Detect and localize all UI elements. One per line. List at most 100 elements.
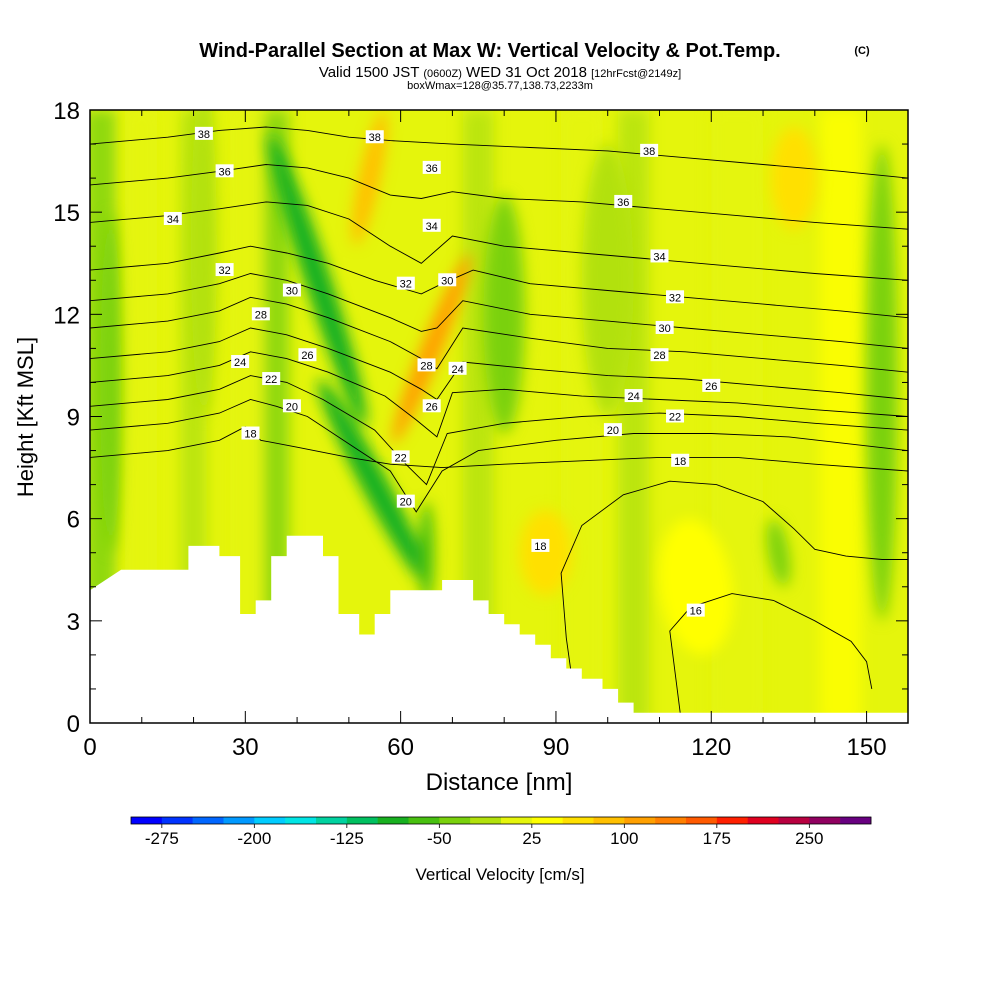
contour-label: 26: [426, 401, 438, 413]
contour-label-box: [298, 348, 317, 362]
theta-contour-34: [90, 201, 908, 281]
y-tick-label: 9: [67, 405, 80, 432]
colorbar-swatch: [840, 817, 872, 824]
colorbar-swatch: [316, 817, 348, 824]
contour-label-box: [391, 450, 410, 464]
contour-label: 38: [198, 129, 210, 141]
contour-label-box: [422, 218, 441, 232]
colorbar-tick-label: 250: [795, 829, 823, 848]
contour-label-box: [666, 409, 685, 423]
colorbar-tick-label: -50: [427, 829, 452, 848]
contour-label-box: [396, 494, 415, 508]
contour-label: 38: [369, 132, 381, 144]
velocity-feature-8: [100, 212, 122, 553]
velocity-feature-1: [317, 379, 432, 591]
contour-label-box: [262, 372, 281, 386]
contour-label: 18: [674, 456, 686, 468]
velocity-feature-11: [866, 144, 898, 621]
contour-label-box: [640, 143, 659, 157]
colorbar-swatch: [531, 817, 563, 824]
y-axis-label: Height [Kft MSL]: [13, 337, 38, 497]
velocity-feature-6: [770, 127, 818, 230]
colorbar-tick-label: -125: [330, 829, 364, 848]
colorbar-swatch: [747, 817, 779, 824]
chart-title-mark: (C): [854, 45, 870, 57]
contour-label: 32: [218, 265, 230, 277]
colorbar-tick-label: 25: [522, 829, 541, 848]
contour-label-box: [396, 276, 415, 290]
contour-label: 30: [286, 285, 298, 297]
x-axis-label: Distance [nm]: [426, 769, 573, 796]
contour-label: 24: [627, 391, 639, 403]
contour-label: 20: [400, 497, 412, 509]
velocity-feature-4: [352, 111, 387, 245]
x-tick-label: 150: [847, 734, 887, 761]
theta-contour-30: [90, 273, 908, 349]
velocity-feature-2: [418, 501, 435, 604]
contour-label-box: [422, 399, 441, 413]
contour-label: 34: [167, 214, 179, 226]
contour-label-box: [365, 130, 384, 144]
contour-label: 36: [426, 163, 438, 175]
theta-contour-18: [560, 480, 908, 713]
contour-label-box: [531, 538, 550, 552]
contour-label: 32: [400, 279, 412, 291]
y-tick-label: 15: [53, 200, 80, 227]
subtitle-forecast: [12hrFcst@2149z]: [591, 68, 681, 80]
contour-label-box: [666, 290, 685, 304]
colorbar-swatch: [285, 817, 317, 824]
y-tick-label: 6: [67, 507, 80, 534]
contour-label-box: [163, 211, 182, 225]
contour-label: 32: [669, 292, 681, 304]
contour-label: 18: [244, 429, 256, 441]
y-tick-label: 3: [67, 609, 80, 636]
y-tick-label: 12: [53, 302, 80, 329]
contour-label-box: [194, 126, 213, 140]
contour-label: 28: [653, 350, 665, 362]
plot-area: [90, 110, 908, 723]
contour-label: 36: [617, 197, 629, 209]
subtitle-date: WED 31 Oct 2018: [466, 64, 587, 81]
contour-label-box: [448, 361, 467, 375]
subtitle-utc: (0600Z): [423, 68, 462, 80]
velocity-feature-5: [519, 510, 572, 596]
colorbar: -275 -200 -125 -50 25 100 175 250: [130, 816, 872, 848]
contour-label: 22: [395, 452, 407, 464]
colorbar-frame: [130, 816, 872, 825]
velocity-feature-12: [658, 519, 733, 655]
colorbar-tick-label: 100: [610, 829, 638, 848]
colorbar-swatch: [655, 817, 687, 824]
velocity-feature-10: [581, 144, 634, 417]
contour-label-box: [655, 320, 674, 334]
colorbar-swatch: [192, 817, 224, 824]
colorbar-swatch: [161, 817, 193, 824]
velocity-band-9: [819, 110, 862, 723]
colorbar-swatch: [778, 817, 810, 824]
contour-label: 34: [653, 251, 665, 263]
contour-label: 22: [669, 412, 681, 424]
contour-label-box: [671, 453, 690, 467]
contour-label: 26: [705, 381, 717, 393]
contour-label: 26: [301, 350, 313, 362]
contour-label: 20: [286, 401, 298, 413]
contour-label-box: [282, 283, 301, 297]
terrain: [90, 535, 908, 723]
theta-contour-20: [90, 399, 908, 513]
colorbar-swatch: [439, 817, 471, 824]
contour-label-box: [650, 348, 669, 362]
contour-label: 18: [534, 541, 546, 553]
colorbar-swatch: [686, 817, 718, 824]
colorbar-swatch: [501, 817, 533, 824]
contour-label: 34: [426, 221, 438, 233]
contour-label-box: [686, 603, 705, 617]
contour-label-box: [438, 273, 457, 287]
contour-label: 36: [218, 166, 230, 178]
colorbar-swatch: [254, 817, 286, 824]
contour-label-box: [215, 164, 234, 178]
contour-labels: 38 38 38 36 36 36 34 34 34 32 32 32 30 30 30 28 28 28 24 24…: [163, 126, 721, 618]
colorbar-tick-label: -200: [237, 829, 271, 848]
theta-contour-26: [90, 327, 908, 401]
y-tick-label: 0: [67, 711, 80, 738]
contour-label-box: [702, 378, 721, 392]
contour-label: 24: [451, 364, 463, 376]
